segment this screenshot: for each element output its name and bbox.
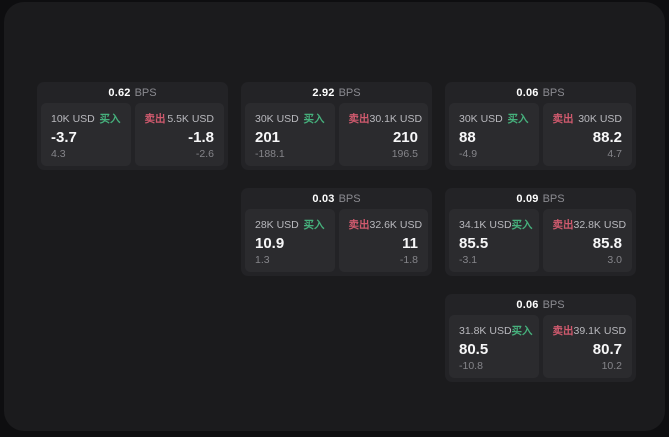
buy-quote-tile[interactable]: 30K USD 买入 201 -188.1 [245, 103, 335, 166]
sell-amount: 5.5K USD [167, 112, 214, 125]
sell-side-label: 卖出 [552, 325, 574, 337]
buy-delta: -10.8 [459, 359, 483, 372]
bps-value: 2.92 [312, 86, 335, 99]
sell-side-label: 卖出 [348, 113, 370, 125]
buy-price: 88 [459, 128, 476, 146]
sell-amount: 39.1K USD [573, 324, 627, 337]
sell-amount: 30.1K USD [369, 112, 423, 125]
sell-quote-tile[interactable]: 卖出 39.1K USD 80.7 10.2 [542, 315, 632, 378]
buy-delta: -188.1 [255, 147, 285, 160]
sell-side-label: 卖出 [552, 113, 574, 125]
buy-amount: 30K USD [255, 112, 299, 125]
bps-card: 0.03 BPS 28K USD 买入 10.9 1.3 卖出 32.6K US… [241, 188, 432, 276]
buy-quote-tile[interactable]: 31.8K USD 买入 80.5 -10.8 [449, 315, 539, 378]
quote-body: 10K USD 买入 -3.7 4.3 卖出 5.5K USD -1.8 -2.… [37, 103, 228, 170]
buy-amount: 28K USD [255, 218, 299, 231]
buy-price: 80.5 [459, 340, 489, 358]
buy-amount: 10K USD [51, 112, 95, 125]
buy-delta: -3.1 [459, 253, 478, 266]
bps-value: 0.06 [516, 86, 539, 99]
quote-body: 30K USD 买入 201 -188.1 卖出 30.1K USD 210 1… [241, 103, 432, 170]
sell-price: -1.8 [188, 128, 214, 146]
bps-value: 0.06 [516, 298, 539, 311]
bps-value: 0.03 [312, 192, 335, 205]
quote-body: 31.8K USD 买入 80.5 -10.8 卖出 39.1K USD 80.… [445, 315, 636, 382]
bps-card: 0.09 BPS 34.1K USD 买入 85.5 -3.1 卖出 32.8K… [445, 188, 636, 276]
buy-quote-tile[interactable]: 28K USD 买入 10.9 1.3 [245, 209, 335, 272]
sell-quote-tile[interactable]: 卖出 5.5K USD -1.8 -2.6 [134, 103, 224, 166]
buy-side-label: 买入 [303, 219, 325, 231]
sell-amount: 30K USD [578, 112, 622, 125]
bps-card: 0.06 BPS 31.8K USD 买入 80.5 -10.8 卖出 39.1… [445, 294, 636, 382]
buy-price: 10.9 [255, 234, 285, 252]
bps-header: 0.03 BPS [241, 188, 432, 209]
buy-side-label: 买入 [303, 113, 325, 125]
sell-delta: 196.5 [391, 147, 418, 160]
buy-quote-tile[interactable]: 34.1K USD 买入 85.5 -3.1 [449, 209, 539, 272]
bps-card: 0.62 BPS 10K USD 买入 -3.7 4.3 卖出 5.5K USD… [37, 82, 228, 170]
bps-header: 2.92 BPS [241, 82, 432, 103]
bps-value: 0.09 [516, 192, 539, 205]
sell-delta: -1.8 [399, 253, 418, 266]
bps-unit-label: BPS [338, 192, 361, 205]
buy-side-label: 买入 [511, 219, 533, 231]
bps-unit-label: BPS [134, 86, 157, 99]
sell-price: 11 [402, 234, 418, 252]
buy-delta: 1.3 [255, 253, 270, 266]
buy-side-label: 买入 [99, 113, 121, 125]
sell-side-label: 卖出 [348, 219, 370, 231]
quote-body: 30K USD 买入 88 -4.9 卖出 30K USD 88.2 4.7 [445, 103, 636, 170]
sell-delta: 3.0 [607, 253, 622, 266]
buy-side-label: 买入 [507, 113, 529, 125]
buy-amount: 31.8K USD [459, 324, 512, 337]
buy-delta: -4.9 [459, 147, 478, 160]
buy-amount: 34.1K USD [459, 218, 512, 231]
bps-card: 0.06 BPS 30K USD 买入 88 -4.9 卖出 30K USD 8… [445, 82, 636, 170]
buy-price: 201 [255, 128, 281, 146]
bps-header: 0.62 BPS [37, 82, 228, 103]
bps-unit-label: BPS [542, 192, 565, 205]
buy-delta: 4.3 [51, 147, 66, 160]
sell-price: 80.7 [592, 340, 622, 358]
sell-delta: -2.6 [195, 147, 214, 160]
sell-quote-tile[interactable]: 卖出 30K USD 88.2 4.7 [542, 103, 632, 166]
sell-quote-tile[interactable]: 卖出 30.1K USD 210 196.5 [338, 103, 428, 166]
sell-amount: 32.6K USD [369, 218, 423, 231]
sell-delta: 10.2 [601, 359, 622, 372]
buy-quote-tile[interactable]: 30K USD 买入 88 -4.9 [449, 103, 539, 166]
bps-value: 0.62 [108, 86, 131, 99]
sell-amount: 32.8K USD [573, 218, 627, 231]
sell-quote-tile[interactable]: 卖出 32.8K USD 85.8 3.0 [542, 209, 632, 272]
sell-side-label: 卖出 [144, 113, 166, 125]
buy-price: 85.5 [459, 234, 489, 252]
bps-header: 0.06 BPS [445, 294, 636, 315]
quote-grid: 0.62 BPS 10K USD 买入 -3.7 4.3 卖出 5.5K USD… [37, 82, 636, 382]
sell-side-label: 卖出 [552, 219, 574, 231]
buy-price: -3.7 [51, 128, 77, 146]
sell-price: 88.2 [592, 128, 622, 146]
sell-price: 210 [392, 128, 418, 146]
bps-unit-label: BPS [338, 86, 361, 99]
bps-unit-label: BPS [542, 298, 565, 311]
bps-header: 0.09 BPS [445, 188, 636, 209]
sell-price: 85.8 [592, 234, 622, 252]
buy-amount: 30K USD [459, 112, 503, 125]
quote-body: 34.1K USD 买入 85.5 -3.1 卖出 32.8K USD 85.8… [445, 209, 636, 276]
sell-delta: 4.7 [607, 147, 622, 160]
bps-header: 0.06 BPS [445, 82, 636, 103]
sell-quote-tile[interactable]: 卖出 32.6K USD 11 -1.8 [338, 209, 428, 272]
bps-unit-label: BPS [542, 86, 565, 99]
quote-body: 28K USD 买入 10.9 1.3 卖出 32.6K USD 11 -1.8 [241, 209, 432, 276]
buy-side-label: 买入 [511, 325, 533, 337]
bps-card: 2.92 BPS 30K USD 买入 201 -188.1 卖出 30.1K … [241, 82, 432, 170]
buy-quote-tile[interactable]: 10K USD 买入 -3.7 4.3 [41, 103, 131, 166]
